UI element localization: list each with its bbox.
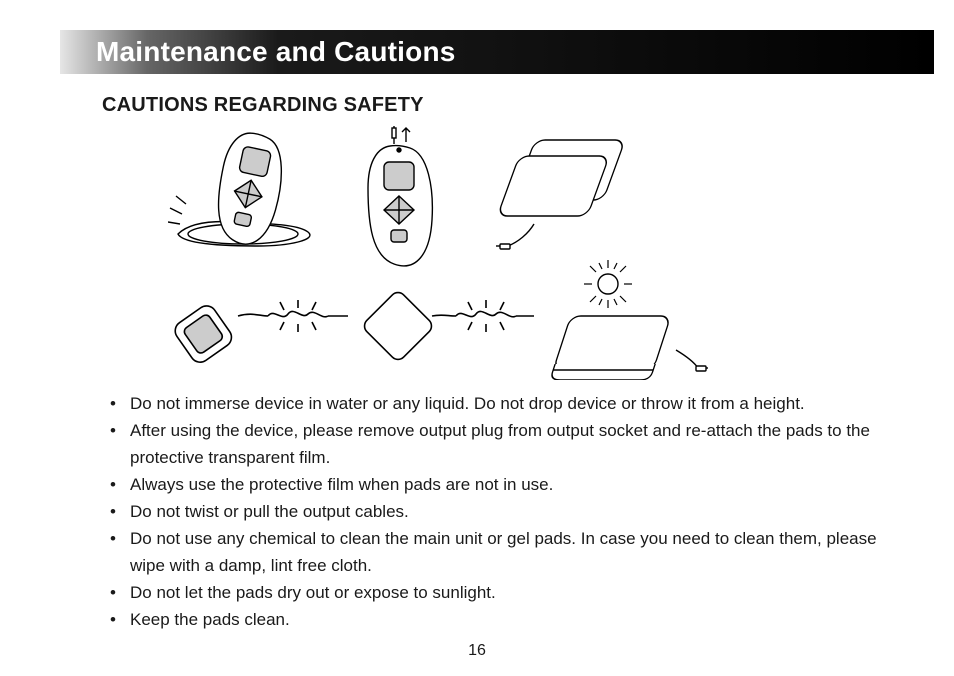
bullet-item: Do not let the pads dry out or expose to…	[104, 579, 894, 606]
caution-list: Do not immerse device in water or any li…	[104, 390, 894, 633]
illu-device-in-liquid	[168, 129, 310, 250]
bullet-text: Do not let the pads dry out or expose to…	[130, 583, 496, 602]
illu-device-cable-twist	[171, 300, 348, 366]
illu-device-unplug	[368, 126, 432, 266]
bullet-item: Do not twist or pull the output cables.	[104, 498, 894, 525]
page-number: 16	[0, 642, 954, 660]
bullet-item: Keep the pads clean.	[104, 606, 894, 633]
bullet-item: Do not immerse device in water or any li…	[104, 390, 894, 417]
manual-page: Maintenance and Cautions CAUTIONS REGARD…	[0, 0, 954, 676]
illu-pad-sunlight	[550, 260, 708, 380]
bullet-text: Do not twist or pull the output cables.	[130, 502, 409, 521]
bullet-text: Do not use any chemical to clean the mai…	[130, 529, 877, 575]
bullet-text: Always use the protective film when pads…	[130, 475, 553, 494]
bullet-item: Always use the protective film when pads…	[104, 471, 894, 498]
title-bar: Maintenance and Cautions	[60, 30, 934, 74]
bullet-text: Do not immerse device in water or any li…	[130, 394, 805, 413]
bullet-text: Keep the pads clean.	[130, 610, 290, 629]
bullet-text: After using the device, please remove ou…	[130, 421, 870, 467]
illu-pads-on-film	[496, 140, 625, 249]
bullet-item: Do not use any chemical to clean the mai…	[104, 525, 894, 579]
bullet-item: After using the device, please remove ou…	[104, 417, 894, 471]
section-heading: CAUTIONS REGARDING SAFETY	[102, 94, 424, 117]
safety-illustrations	[168, 126, 708, 380]
page-title: Maintenance and Cautions	[96, 36, 456, 68]
illu-pad-cable-twist	[361, 289, 534, 363]
